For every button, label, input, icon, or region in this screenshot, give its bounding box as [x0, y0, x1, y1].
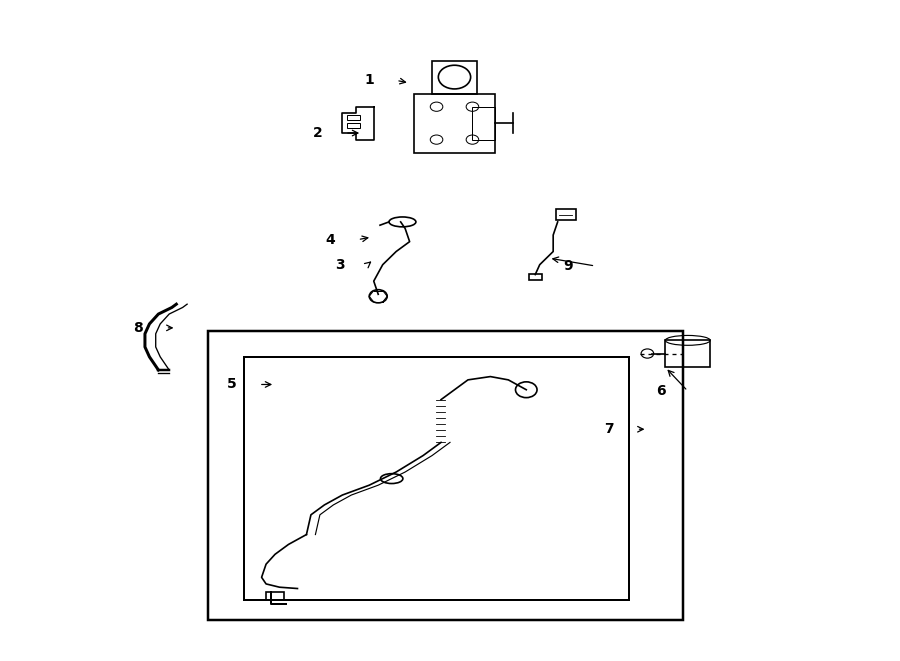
- Text: 5: 5: [227, 377, 237, 391]
- Bar: [244, 357, 629, 600]
- Text: 7: 7: [605, 422, 614, 436]
- Text: 6: 6: [656, 384, 665, 398]
- Bar: [346, 123, 360, 128]
- Bar: [266, 592, 284, 600]
- Bar: [414, 94, 495, 153]
- Bar: [346, 114, 360, 120]
- Bar: [556, 210, 576, 220]
- Bar: [472, 106, 495, 139]
- Text: 1: 1: [364, 73, 374, 87]
- Text: 3: 3: [336, 258, 345, 272]
- Text: 4: 4: [326, 233, 335, 247]
- Bar: [432, 61, 477, 94]
- Text: 8: 8: [133, 321, 143, 335]
- Bar: [208, 330, 683, 620]
- Bar: [665, 340, 710, 367]
- Text: 2: 2: [313, 126, 322, 140]
- Text: 9: 9: [563, 259, 573, 273]
- Bar: [529, 274, 543, 280]
